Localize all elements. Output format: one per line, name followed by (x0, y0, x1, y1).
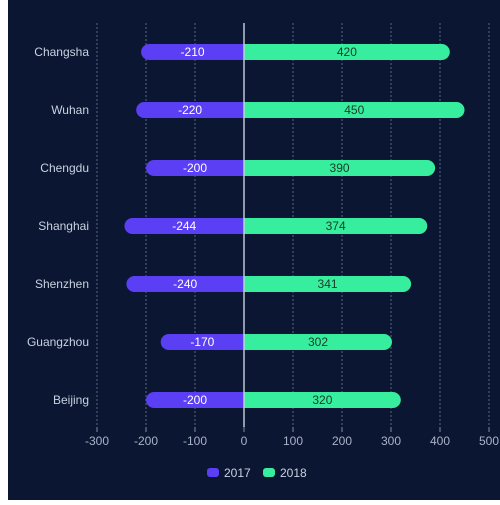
bar-shape (244, 392, 401, 408)
x-tick-label: 0 (241, 434, 248, 448)
data-label: 320 (312, 393, 332, 407)
bar-shape (141, 44, 244, 60)
bar-negative (124, 218, 244, 234)
legend-label: 2018 (280, 466, 307, 480)
bar-shape (160, 334, 244, 350)
data-label: 450 (344, 103, 364, 117)
x-tick-label: 500 (479, 434, 499, 448)
bar-positive (244, 44, 450, 60)
x-tick-label: -300 (85, 434, 109, 448)
x-tick-label: 100 (283, 434, 303, 448)
data-label: -240 (173, 277, 197, 291)
x-tick-label: -100 (183, 434, 207, 448)
legend-swatch-icon (207, 468, 219, 477)
x-tick-label: 400 (430, 434, 450, 448)
bar-negative (126, 276, 244, 292)
bar-negative (146, 392, 244, 408)
bar-shape (124, 218, 244, 234)
data-label: -200 (183, 161, 207, 175)
bar-shape (244, 276, 412, 292)
data-label: 302 (308, 335, 328, 349)
category-label: Chengdu (40, 161, 89, 175)
bar-negative (146, 160, 244, 176)
bar-shape (244, 102, 465, 118)
category-label: Wuhan (51, 103, 89, 117)
bar-shape (244, 218, 428, 234)
data-label: -200 (183, 393, 207, 407)
data-label: -244 (172, 219, 196, 233)
category-label: Beijing (53, 393, 89, 407)
category-label: Changsha (34, 45, 89, 59)
bar-shape (244, 334, 392, 350)
data-label: -220 (178, 103, 202, 117)
bar-positive (244, 160, 436, 176)
bar-positive (244, 102, 465, 118)
data-label: 420 (337, 45, 357, 59)
bar-positive (244, 334, 392, 350)
data-label: -170 (190, 335, 214, 349)
category-label: Shenzhen (35, 277, 89, 291)
bar-shape (146, 392, 244, 408)
legend-label: 2017 (224, 466, 251, 480)
bar-shape (126, 276, 244, 292)
bar-positive (244, 276, 412, 292)
data-label: 374 (326, 219, 346, 233)
chart-panel: -300 -200 -100 0 100 200 300 400 500 Changsha -210… (8, 0, 500, 500)
x-tick-label: 300 (381, 434, 401, 448)
bar-positive (244, 218, 428, 234)
data-label: 341 (318, 277, 338, 291)
bar-negative (136, 102, 244, 118)
bar-shape (244, 44, 450, 60)
bar-negative (141, 44, 244, 60)
bar-positive (244, 392, 401, 408)
legend-swatch-icon (263, 468, 275, 477)
category-label: Shanghai (38, 219, 89, 233)
category-label: Guangzhou (27, 335, 89, 349)
bar-shape (146, 160, 244, 176)
bar-shape (136, 102, 244, 118)
bar-shape (244, 160, 436, 176)
x-tick-label: -200 (134, 434, 158, 448)
x-tick-label: 200 (332, 434, 352, 448)
data-label: -210 (181, 45, 205, 59)
data-label: 390 (330, 161, 350, 175)
bar-chart: -300 -200 -100 0 100 200 300 400 500 Changsha -210… (27, 23, 499, 480)
bar-negative (160, 334, 244, 350)
